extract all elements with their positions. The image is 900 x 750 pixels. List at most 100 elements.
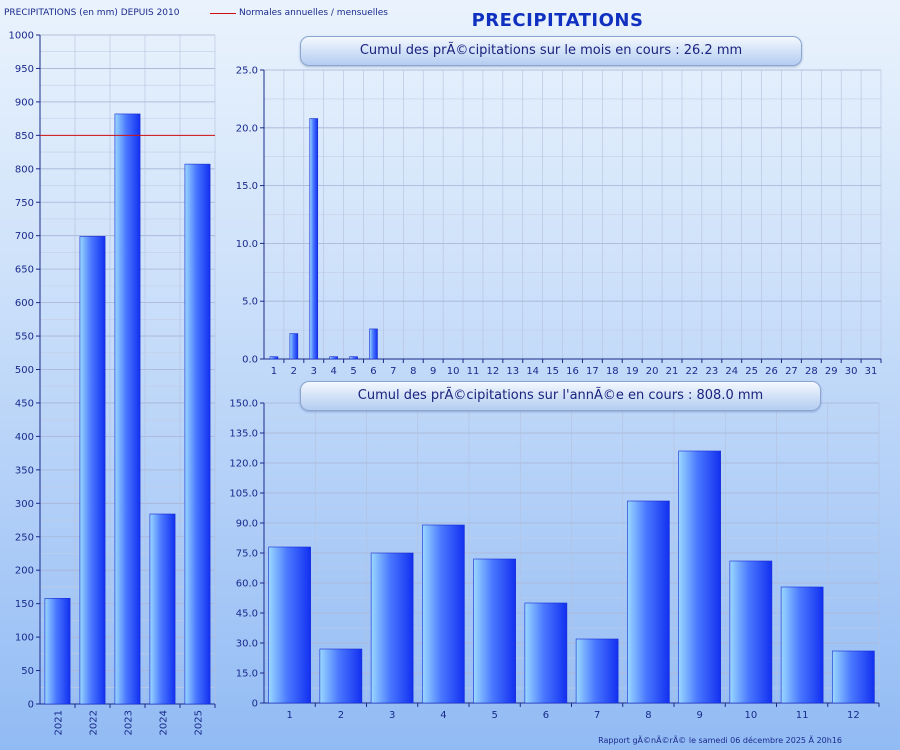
- x-tick-label: 26: [765, 366, 778, 377]
- y-tick-label: 10.0: [236, 239, 258, 250]
- y-tick-label: 400: [15, 432, 34, 443]
- bar: [369, 328, 378, 360]
- x-tick-label: 7: [390, 366, 396, 377]
- y-tick-label: 800: [15, 164, 34, 175]
- bar: [627, 500, 670, 704]
- bar: [524, 602, 568, 704]
- bar: [370, 552, 414, 704]
- x-tick-label: 17: [586, 366, 599, 377]
- bar: [473, 558, 516, 704]
- y-tick-label: 750: [15, 198, 34, 209]
- bar: [269, 356, 279, 360]
- y-tick-label: 950: [15, 64, 34, 75]
- x-tick-label: 28: [805, 366, 818, 377]
- y-tick-label: 15.0: [236, 669, 258, 680]
- x-tick-label: 22: [686, 366, 699, 377]
- x-tick-label: 1: [286, 710, 292, 721]
- x-tick-label: 11: [467, 366, 480, 377]
- x-tick-label: 19: [626, 366, 639, 377]
- x-tick-label: 14: [526, 366, 539, 377]
- x-tick-label: 9: [430, 366, 436, 377]
- month-total-banner: Cumul des prÃ©cipitations sur le mois en…: [300, 36, 802, 66]
- x-tick-label: 9: [696, 710, 702, 721]
- x-tick-label: 3: [311, 366, 317, 377]
- x-tick-label: 25: [745, 366, 758, 377]
- x-tick-label: 16: [566, 366, 579, 377]
- y-tick-label: 5.0: [242, 297, 258, 308]
- x-tick-label: 10: [447, 366, 460, 377]
- bar: [319, 648, 363, 704]
- bar: [729, 560, 773, 704]
- y-tick-label: 30.0: [236, 639, 258, 650]
- y-tick-label: 150.0: [229, 399, 258, 410]
- y-tick-label: 20.0: [236, 123, 258, 134]
- y-tick-label: 75.0: [236, 549, 258, 560]
- bar: [184, 163, 211, 705]
- bar: [114, 113, 141, 705]
- x-tick-label: 8: [645, 710, 651, 721]
- y-tick-label: 150: [15, 599, 34, 610]
- x-tick-label: 7: [594, 710, 600, 721]
- x-tick-label: 18: [606, 366, 619, 377]
- y-tick-label: 850: [15, 131, 34, 142]
- year-chart: 0 15.0 30.0 45.0 60.0 75.0 90.0 105.0 120.0 135.0…: [229, 399, 880, 721]
- x-tick-label: 15: [546, 366, 559, 377]
- y-tick-label: 50: [21, 666, 34, 677]
- year-total-banner: Cumul des prÃ©cipitations sur l'annÃ©e e…: [300, 381, 821, 411]
- bar: [329, 356, 338, 360]
- bar: [149, 513, 176, 705]
- y-tick-label: 900: [15, 97, 34, 108]
- y-tick-label: 300: [15, 499, 34, 510]
- x-tick-label: 13: [506, 366, 519, 377]
- y-tick-label: 120.0: [229, 459, 258, 470]
- x-tick-label: 5: [350, 366, 356, 377]
- x-tick-label: 2023: [124, 710, 135, 735]
- bar: [309, 118, 319, 360]
- y-tick-label: 100: [15, 633, 34, 644]
- x-tick-label: 20: [646, 366, 659, 377]
- bar: [575, 638, 619, 704]
- bar: [832, 650, 875, 704]
- x-tick-label: 12: [487, 366, 500, 377]
- y-tick-label: 90.0: [236, 519, 258, 530]
- y-tick-label: 15.0: [236, 181, 258, 192]
- y-tick-label: 1000: [9, 31, 34, 42]
- x-tick-label: 10: [745, 710, 758, 721]
- y-tick-label: 200: [15, 566, 34, 577]
- bar: [44, 597, 71, 705]
- x-tick-label: 29: [825, 366, 838, 377]
- x-tick-label: 2: [338, 710, 344, 721]
- y-tick-label: 250: [15, 532, 34, 543]
- y-tick-label: 450: [15, 398, 34, 409]
- bar: [349, 356, 358, 360]
- report-footer: Rapport gÃ©nÃ©rÃ© le samedi 06 décembre …: [598, 736, 842, 745]
- y-tick-label: 0: [252, 699, 258, 710]
- y-tick-label: 135.0: [229, 429, 258, 440]
- page-title: PRECIPITATIONS: [471, 10, 644, 31]
- y-tick-label: 550: [15, 332, 34, 343]
- bar: [422, 524, 465, 704]
- x-tick-label: 2025: [194, 710, 205, 735]
- y-tick-label: 25.0: [236, 66, 258, 77]
- y-tick-label: 105.0: [229, 489, 258, 500]
- x-tick-label: 27: [785, 366, 798, 377]
- x-tick-label: 2022: [89, 710, 100, 735]
- x-tick-label: 5: [491, 710, 497, 721]
- y-tick-label: 500: [15, 365, 34, 376]
- x-tick-label: 2021: [54, 710, 65, 735]
- x-tick-label: 11: [796, 710, 809, 721]
- bar: [289, 333, 299, 360]
- y-tick-label: 45.0: [236, 609, 258, 620]
- x-tick-label: 21: [666, 366, 679, 377]
- x-tick-label: 23: [705, 366, 718, 377]
- legend-normal-label: Normales annuelles / mensuelles: [239, 8, 388, 18]
- y-tick-label: 350: [15, 465, 34, 476]
- y-tick-label: 600: [15, 298, 34, 309]
- annual-chart: 0 50 100 150 200 250 300 350 400 450 500 550 600 650 7…: [9, 31, 216, 735]
- y-tick-label: 60.0: [236, 579, 258, 590]
- legend-main-label: PRECIPITATIONS (en mm) DEPUIS 2010: [4, 8, 180, 18]
- x-tick-label: 6: [543, 710, 549, 721]
- bar: [780, 586, 824, 704]
- x-tick-label: 31: [865, 366, 878, 377]
